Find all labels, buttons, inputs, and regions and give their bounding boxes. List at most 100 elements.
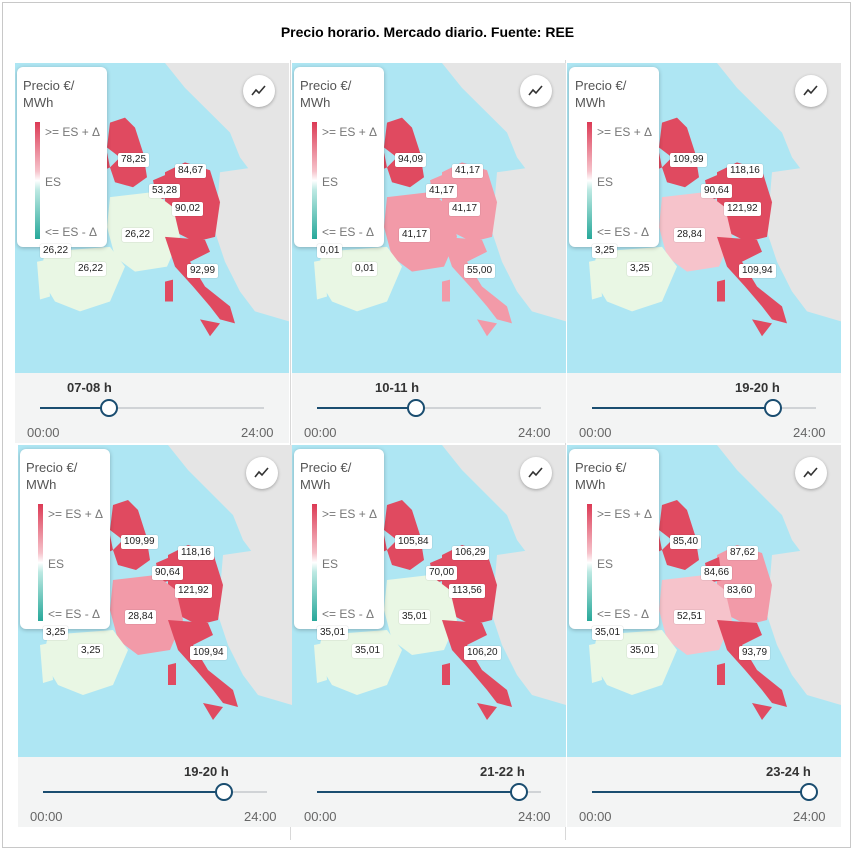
hour-slider: 21-22 h 00:00 24:00: [292, 757, 566, 827]
time-start: 00:00: [579, 425, 612, 440]
price-label-de: 121,92: [175, 584, 212, 598]
map-panel: Precio €/ MWh >= ES + Δ ES <= ES - Δ 109…: [567, 63, 841, 443]
price-label-be: 90,64: [152, 566, 184, 580]
trend-chart-button[interactable]: [795, 457, 827, 489]
eastern-europe: [218, 545, 292, 705]
country-spain: [43, 630, 128, 695]
price-label-pt: 35,01: [352, 644, 384, 658]
slider-handle[interactable]: [764, 399, 783, 417]
legend-gradient: [38, 504, 43, 621]
price-label-de: 90,02: [172, 202, 204, 216]
price-label-nl: 87,62: [727, 546, 759, 560]
hour-label: 23-24 h: [766, 764, 811, 779]
country-italy: [168, 620, 238, 707]
legend-high: >= ES + Δ: [322, 507, 378, 521]
legend-gradient: [587, 504, 592, 621]
country-uk: [107, 117, 147, 188]
trend-icon: [254, 467, 269, 478]
price-legend: Precio €/ MWh >= ES + Δ ES <= ES - Δ: [294, 67, 384, 247]
country-italy: [442, 236, 512, 324]
price-label-nl: 41,17: [452, 164, 484, 178]
legend-low: <= ES - Δ: [322, 225, 375, 239]
price-label-pt: 3,25: [78, 644, 104, 658]
trend-icon: [528, 85, 543, 96]
price-label-it: 109,94: [190, 646, 227, 660]
map-panel: Precio €/ MWh >= ES + Δ ES <= ES - Δ 109…: [18, 445, 292, 827]
price-label-be: 41,17: [426, 184, 458, 198]
trend-icon: [251, 85, 266, 96]
price-label-es: 3,25: [592, 244, 618, 258]
time-start: 00:00: [304, 809, 337, 824]
legend-title: Precio €/ MWh: [300, 78, 352, 110]
hour-label: 19-20 h: [735, 380, 780, 395]
trend-chart-button[interactable]: [246, 457, 278, 489]
slider-handle[interactable]: [100, 399, 119, 417]
time-end: 24:00: [793, 809, 826, 824]
price-label-it: 93,79: [739, 646, 771, 660]
country-portugal: [314, 259, 327, 300]
country-uk: [384, 117, 424, 188]
slider-handle[interactable]: [215, 783, 234, 801]
legend-mid: ES: [45, 175, 62, 189]
time-end: 24:00: [518, 809, 551, 824]
price-label-uk: 109,99: [121, 535, 158, 549]
slider-handle[interactable]: [406, 399, 425, 417]
sardinia: [442, 279, 450, 302]
legend-mid: ES: [597, 557, 614, 571]
slider-fill: [592, 791, 810, 793]
slider-track[interactable]: [40, 407, 264, 409]
time-end: 24:00: [241, 425, 274, 440]
trend-chart-button[interactable]: [520, 457, 552, 489]
price-label-it: 109,94: [739, 264, 776, 278]
trend-chart-button[interactable]: [520, 75, 552, 107]
sardinia: [717, 663, 725, 685]
legend-title: Precio €/ MWh: [575, 78, 627, 110]
legend-title: Precio €/ MWh: [300, 460, 352, 492]
price-label-be: 90,64: [701, 184, 733, 198]
slider-handle[interactable]: [800, 783, 819, 801]
legend-title: Precio €/ MWh: [26, 460, 78, 492]
price-label-be: 84,66: [701, 566, 733, 580]
legend-title: Precio €/ MWh: [575, 460, 627, 492]
country-portugal: [314, 643, 327, 683]
price-label-pt: 3,25: [627, 262, 653, 276]
price-label-es: 3,25: [43, 626, 69, 640]
price-label-uk: 78,25: [118, 153, 150, 167]
trend-chart-button[interactable]: [795, 75, 827, 107]
price-label-nl: 106,29: [452, 546, 489, 560]
legend-gradient: [587, 122, 592, 239]
country-portugal: [589, 643, 602, 683]
price-label-uk: 85,40: [670, 535, 702, 549]
legend-mid: ES: [48, 557, 65, 571]
legend-gradient: [312, 504, 317, 621]
sicily: [203, 703, 223, 720]
price-label-de: 41,17: [449, 202, 481, 216]
trend-chart-button[interactable]: [243, 75, 275, 107]
price-label-pt: 0,01: [352, 262, 378, 276]
price-label-be: 53,28: [149, 184, 181, 198]
legend-title: Precio €/ MWh: [23, 78, 75, 110]
slider-handle[interactable]: [509, 783, 528, 801]
sicily: [752, 703, 772, 720]
legend-high: >= ES + Δ: [597, 125, 653, 139]
price-label-fr: 35,01: [399, 610, 431, 624]
hour-label: 10-11 h: [375, 380, 420, 395]
price-label-es: 0,01: [317, 244, 343, 258]
eastern-europe: [767, 545, 841, 705]
legend-mid: ES: [322, 557, 339, 571]
sicily: [200, 319, 220, 337]
price-label-fr: 28,84: [125, 610, 157, 624]
hour-label: 21-22 h: [480, 764, 525, 779]
legend-mid: ES: [322, 175, 339, 189]
slider-track[interactable]: [317, 407, 541, 409]
price-label-fr: 41,17: [399, 228, 431, 242]
price-label-fr: 52,51: [674, 610, 706, 624]
trend-icon: [528, 467, 543, 478]
hour-label: 19-20 h: [184, 764, 229, 779]
price-label-pt: 35,01: [627, 644, 659, 658]
price-label-de: 113,56: [449, 584, 485, 598]
slider-fill: [317, 791, 519, 793]
price-label-it: 55,00: [464, 264, 496, 278]
price-legend: Precio €/ MWh >= ES + Δ ES <= ES - Δ: [17, 67, 107, 247]
